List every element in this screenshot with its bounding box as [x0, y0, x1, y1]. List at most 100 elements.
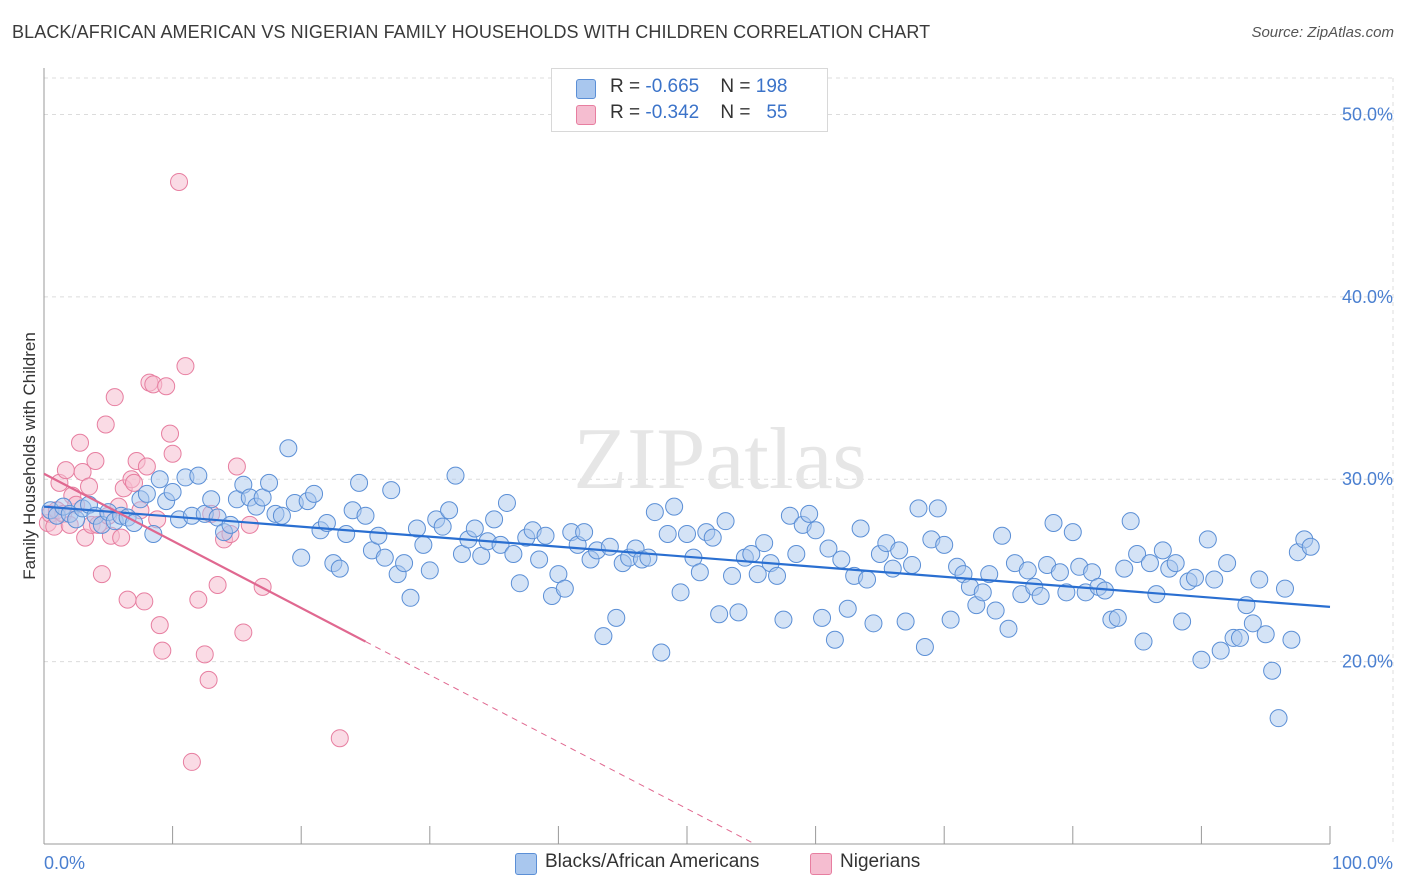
blacks-point: [1198, 530, 1217, 549]
blacks-point: [800, 504, 819, 523]
nigerian-point: [163, 444, 182, 463]
nigerian-point: [71, 433, 90, 452]
correlation-legend: R = -0.665 N = 198 R = -0.342 N = 55: [551, 68, 828, 132]
blacks-point: [665, 497, 684, 516]
blacks-point: [279, 439, 298, 458]
blacks-point: [446, 466, 465, 485]
nigerian-point: [135, 592, 154, 611]
blacks-point: [806, 521, 825, 540]
blacks-point: [941, 610, 960, 629]
blacks-point: [729, 603, 748, 622]
blacks-point: [774, 610, 793, 629]
blacks-point: [1050, 563, 1069, 582]
nigerian-point: [96, 415, 115, 434]
legend-n-label: N =: [720, 102, 756, 123]
blacks-series: [41, 439, 1320, 728]
blacks-point: [780, 506, 799, 525]
x-tick-label: 100.0%: [1332, 853, 1393, 873]
blacks-point: [645, 503, 664, 522]
blacks-point: [350, 473, 369, 492]
blacks-point: [883, 559, 902, 578]
blacks-point: [337, 524, 356, 543]
blacks-point: [433, 517, 452, 536]
source-label: Source: ZipAtlas.com: [1251, 24, 1394, 41]
blacks-point: [1218, 554, 1237, 573]
blacks-point: [1031, 586, 1050, 605]
blacks-point: [1243, 614, 1262, 633]
blacks-point: [980, 565, 999, 584]
blacks-point: [163, 483, 182, 502]
blacks-point: [382, 481, 401, 500]
blacks-point: [858, 570, 877, 589]
blacks-point: [671, 583, 690, 602]
blacks-point: [748, 565, 767, 584]
blacks-point: [330, 559, 349, 578]
nigerian-point: [189, 590, 208, 609]
blacks-point: [491, 535, 510, 554]
blacks-point: [356, 506, 375, 525]
blacks-point: [864, 614, 883, 633]
blacks-point: [1230, 628, 1249, 647]
nigerian-point: [176, 357, 195, 376]
blacks-point: [973, 583, 992, 602]
blacks-point: [639, 548, 658, 567]
blacks-point: [690, 563, 709, 582]
legend-label-nigerians: Nigerians: [840, 851, 921, 872]
blacks-point: [260, 473, 279, 492]
y-axis-label: Family Households with Children: [20, 332, 39, 580]
blacks-point: [594, 627, 613, 646]
legend-r-value: -0.342: [645, 102, 700, 123]
legend-n-value: 55: [766, 102, 788, 123]
nigerian-point: [153, 641, 172, 660]
blacks-point: [710, 605, 729, 624]
legend-r-label: R =: [610, 76, 646, 97]
nigerian-point: [150, 616, 169, 635]
nigerian-point: [170, 172, 189, 191]
blacks-point: [407, 519, 426, 538]
blacks-point: [819, 539, 838, 558]
nigerian-point: [199, 670, 218, 689]
blacks-point: [1211, 641, 1230, 660]
y-tick-label: 30.0%: [1342, 469, 1393, 489]
blacks-point: [150, 470, 169, 489]
blacks-point: [504, 545, 523, 564]
blacks-point: [678, 524, 696, 543]
blacks-point: [202, 490, 221, 509]
blacks-point: [1205, 570, 1224, 589]
legend-r-label: R =: [610, 102, 646, 123]
blacks-point: [420, 561, 439, 580]
blacks-point: [1173, 612, 1192, 631]
blacks-point: [1250, 570, 1269, 589]
blacks-point: [497, 493, 516, 512]
blacks-point: [658, 524, 677, 543]
legend-swatch-pink: [810, 853, 832, 875]
blacks-point: [723, 566, 742, 585]
blacks-point: [896, 612, 915, 631]
nigerian-point: [125, 473, 144, 492]
blacks-point: [813, 608, 832, 627]
blacks-point: [1115, 559, 1134, 578]
nigerian-point: [56, 461, 75, 480]
blacks-point: [1128, 545, 1147, 564]
blacks-point: [1256, 625, 1275, 644]
blacks-point: [928, 499, 947, 518]
blacks-point: [1269, 709, 1288, 728]
blacks-point: [832, 550, 851, 569]
legend-r-value: -0.665: [645, 76, 700, 97]
blacks-point: [600, 537, 619, 556]
blacks-point: [1153, 541, 1172, 560]
blacks-point: [465, 519, 484, 538]
blacks-point: [272, 506, 291, 525]
blacks-point: [993, 526, 1012, 545]
nigerian-point: [105, 388, 124, 407]
blacks-point: [555, 579, 574, 598]
nigerian-point: [330, 729, 349, 748]
blacks-point: [703, 528, 722, 547]
y-tick-label: 40.0%: [1342, 287, 1393, 307]
blacks-point: [485, 510, 504, 529]
blacks-point: [395, 554, 414, 573]
blacks-point: [768, 566, 787, 585]
blacks-point: [1108, 608, 1127, 627]
blacks-point: [401, 588, 420, 607]
